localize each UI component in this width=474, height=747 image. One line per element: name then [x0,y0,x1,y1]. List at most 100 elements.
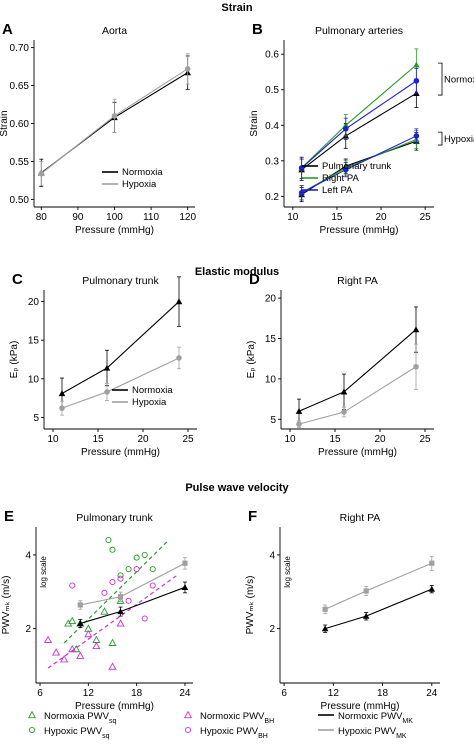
x-tick-label: 12 [328,688,340,699]
data-point [429,560,435,566]
data-point [413,78,420,84]
series-line [298,329,417,412]
legend-swatch [184,726,192,734]
data-point [104,389,110,395]
y-tick-label: 20 [28,297,40,308]
annotation-label: Hypoxia [444,134,474,145]
y-tick-label: 0.5 [265,85,279,96]
y-tick-label: 5 [270,415,276,426]
data-point [296,421,302,427]
y-axis-label: Eₚ (kPa) [9,341,20,379]
series-line [301,80,417,169]
y-tick-label: 0.65 [10,81,30,92]
data-point [72,644,81,653]
data-point [111,113,118,119]
y-tick-label: 4 [25,550,31,561]
series-normoxic-pwvmk [321,585,436,633]
data-point [117,572,124,579]
data-point [60,655,69,663]
y-axis-label: Eₚ (kPa) [246,341,257,379]
series-hypoxia [296,343,419,428]
x-axis-label: Pressure (mmHg) [318,447,397,458]
data-point [59,405,65,411]
data-point [149,566,156,573]
panel-letter: D [249,271,260,288]
x-axis-label: Pressure (mmHg) [321,701,400,712]
x-tick-label: 6 [37,688,43,699]
legend-label: Hypoxia [132,397,167,408]
series-right-pa [298,48,420,179]
data-point [176,355,182,361]
series-normoxic-pwvmk [76,581,189,628]
x-tick-label: 20 [137,434,149,445]
data-point [322,606,328,612]
series-line [80,586,186,624]
y-tick-label: 0.55 [10,157,30,168]
panel-title: Aorta [102,25,127,37]
section-title-strain: Strain [221,2,252,14]
legend-swatch [28,726,36,734]
panel-letter: C [12,271,23,288]
x-tick-label: 12 [83,688,95,699]
x-tick-label: 15 [92,434,104,445]
x-tick-label: 18 [131,688,143,699]
series-line [80,562,186,606]
fit-line [47,574,178,669]
legend-label: Pulmonary trunk [322,161,391,172]
data-point [133,566,140,573]
bottom-legend-item: Hypoxic PWVsq [28,726,110,740]
x-tick-label: 18 [377,688,389,699]
section-title-pwv: Pulse wave velocity [185,482,289,494]
panel-title: Right PA [337,275,378,287]
bottom-legend-item: Hypoxic PWVMK [318,726,407,740]
data-point [38,170,45,177]
y-tick-label: 10 [265,374,277,385]
y-tick-label: 5 [33,413,39,424]
x-tick-label: 15 [329,434,341,445]
data-point [109,546,116,553]
legend-label: Normoxia [122,167,163,178]
y-tick-label: 2 [25,624,31,635]
x-tick-label: 20 [375,212,387,223]
data-point [52,648,61,656]
data-point [68,644,77,653]
y-tick-label: 15 [28,336,40,347]
scale-note: log scale [283,556,292,588]
section-title-elastic: Elastic modulus [195,266,279,278]
legend-label: Normoxic PWVMK [338,711,413,725]
series-left-pa-hypoxia [298,128,420,201]
legend-label: Left PA [322,185,353,196]
series-line [324,588,433,630]
data-point [181,584,189,590]
data-point [125,597,132,604]
x-tick-label: 80 [36,212,48,223]
series-normoxia [58,276,183,410]
bottom-legend-item: Hypoxic PWVBH [184,726,268,740]
series-hypoxic-pwvsq [105,536,156,579]
series-line [301,92,417,171]
legend-label: Hypoxia [122,179,157,190]
data-point [44,635,53,643]
chart-panel-c: C Pulmonary trunk 10 15 20 25 5 10 15 20 Pressure … [9,271,197,458]
y-tick-label: 2 [269,624,275,635]
series-hypoxic-pwvmk [77,557,188,610]
data-point [321,625,329,632]
x-tick-label: 10 [284,434,296,445]
series-hypoxia [38,53,191,187]
x-tick-label: 120 [179,212,196,223]
data-point [413,363,419,370]
data-point [105,536,112,544]
x-tick-label: 24 [179,688,191,699]
bottom-legend-item: Normoxic PWVMK [318,711,413,725]
bracket [438,131,443,146]
data-point [295,407,303,414]
legend-label: Normoxia [132,385,173,396]
y-tick-label: 15 [265,334,277,345]
data-point [428,585,436,592]
panel-title: Pulmonary arteries [315,25,403,37]
